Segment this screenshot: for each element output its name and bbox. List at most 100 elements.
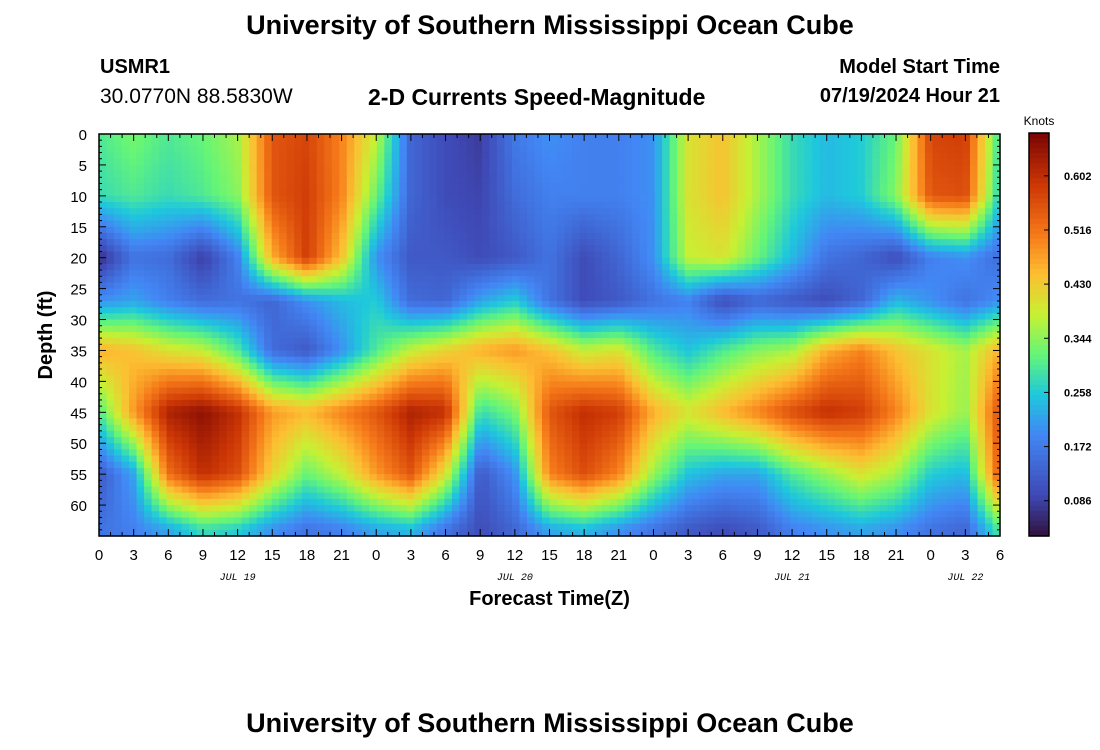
heatmap-cell bbox=[474, 171, 483, 178]
heatmap-cell bbox=[114, 164, 123, 172]
heatmap-cell bbox=[526, 276, 536, 284]
heatmap-cell bbox=[984, 338, 994, 345]
heatmap-cell bbox=[309, 307, 318, 314]
heatmap-cell bbox=[384, 140, 393, 147]
heatmap-cell bbox=[969, 319, 979, 327]
heatmap-cell bbox=[159, 214, 168, 222]
heatmap-cell bbox=[384, 294, 393, 302]
heatmap-cell bbox=[842, 362, 851, 370]
heatmap-cell bbox=[654, 307, 663, 314]
heatmap-cell bbox=[474, 214, 483, 222]
heatmap-cell bbox=[887, 183, 896, 191]
heatmap-cell bbox=[864, 362, 873, 370]
heatmap-cell bbox=[992, 214, 1001, 222]
heatmap-cell bbox=[159, 152, 168, 160]
heatmap-cell bbox=[849, 183, 858, 191]
heatmap-cell bbox=[872, 171, 881, 178]
heatmap-cell bbox=[121, 140, 130, 147]
heatmap-cell bbox=[99, 387, 108, 395]
heatmap-cell bbox=[136, 300, 145, 308]
heatmap-cell bbox=[902, 319, 911, 327]
heatmap-cell bbox=[421, 232, 430, 240]
heatmap-cell bbox=[902, 276, 911, 284]
heatmap-cell bbox=[489, 344, 498, 352]
heatmap-cell bbox=[639, 331, 648, 339]
heatmap-cell bbox=[279, 146, 288, 154]
heatmap-cell bbox=[421, 356, 430, 364]
heatmap-cell bbox=[279, 158, 288, 166]
heatmap-cell bbox=[707, 338, 716, 345]
heatmap-cell bbox=[241, 294, 250, 302]
heatmap-cell bbox=[909, 232, 919, 240]
heatmap-cell bbox=[166, 387, 175, 395]
heatmap-cell bbox=[932, 369, 941, 376]
heatmap-cell bbox=[564, 208, 573, 215]
heatmap-cell bbox=[617, 257, 626, 265]
heatmap-cell bbox=[812, 171, 821, 178]
heatmap-cell bbox=[834, 152, 843, 160]
heatmap-cell bbox=[857, 214, 866, 222]
heatmap-cell bbox=[121, 220, 130, 228]
heatmap-cell bbox=[391, 226, 400, 234]
heatmap-cell bbox=[722, 294, 731, 302]
heatmap-cell bbox=[339, 189, 348, 197]
heatmap-cell bbox=[256, 164, 265, 172]
heatmap-cell bbox=[677, 319, 686, 327]
heatmap-cell bbox=[849, 195, 858, 203]
heatmap-cell bbox=[256, 270, 265, 277]
heatmap-cell bbox=[136, 134, 145, 141]
heatmap-cell bbox=[279, 239, 288, 246]
heatmap-cell bbox=[549, 300, 558, 308]
heatmap-cell bbox=[594, 362, 603, 370]
heatmap-cell bbox=[474, 195, 483, 203]
heatmap-cell bbox=[541, 369, 551, 376]
heatmap-cell bbox=[549, 338, 558, 345]
heatmap-cell bbox=[376, 208, 385, 215]
heatmap-cell bbox=[587, 338, 596, 345]
heatmap-cell bbox=[129, 263, 138, 271]
heatmap-cell bbox=[654, 183, 663, 191]
heatmap-cell bbox=[572, 319, 581, 327]
heatmap-cell bbox=[309, 270, 318, 277]
heatmap-cell bbox=[519, 251, 528, 259]
heatmap-cell bbox=[729, 189, 738, 197]
heatmap-cell bbox=[504, 307, 513, 314]
heatmap-cell bbox=[924, 195, 934, 203]
heatmap-cell bbox=[714, 344, 723, 352]
heatmap-cell bbox=[511, 307, 521, 314]
heatmap-cell bbox=[707, 189, 716, 197]
heatmap-cell bbox=[594, 356, 603, 364]
heatmap-cell bbox=[947, 350, 956, 358]
heatmap-cell bbox=[564, 270, 573, 277]
heatmap-cell bbox=[324, 282, 333, 290]
heatmap-cell bbox=[632, 171, 641, 178]
heatmap-cell bbox=[572, 239, 581, 246]
heatmap-cell bbox=[819, 245, 828, 253]
heatmap-cell bbox=[294, 276, 303, 284]
heatmap-cell bbox=[617, 369, 626, 376]
heatmap-cell bbox=[504, 375, 513, 382]
heatmap-cell bbox=[249, 387, 258, 395]
heatmap-cell bbox=[429, 356, 438, 364]
heatmap-cell bbox=[324, 331, 333, 339]
heatmap-cell bbox=[264, 146, 273, 154]
heatmap-cell bbox=[504, 214, 513, 222]
heatmap-cell bbox=[579, 331, 588, 339]
heatmap-cell bbox=[564, 189, 573, 197]
heatmap-cell bbox=[602, 375, 611, 382]
heatmap-cell bbox=[954, 313, 964, 321]
heatmap-cell bbox=[579, 350, 588, 358]
heatmap-cell bbox=[932, 270, 941, 277]
heatmap-cell bbox=[684, 288, 693, 296]
heatmap-cell bbox=[782, 239, 791, 246]
heatmap-cell bbox=[977, 276, 986, 284]
heatmap-cell bbox=[219, 300, 228, 308]
heatmap-cell bbox=[474, 300, 483, 308]
heatmap-cell bbox=[587, 350, 596, 358]
heatmap-cell bbox=[639, 375, 648, 382]
heatmap-cell bbox=[204, 375, 213, 382]
heatmap-cell bbox=[301, 214, 310, 222]
heatmap-cell bbox=[729, 158, 738, 166]
heatmap-cell bbox=[144, 325, 153, 333]
heatmap-cell bbox=[399, 356, 408, 364]
